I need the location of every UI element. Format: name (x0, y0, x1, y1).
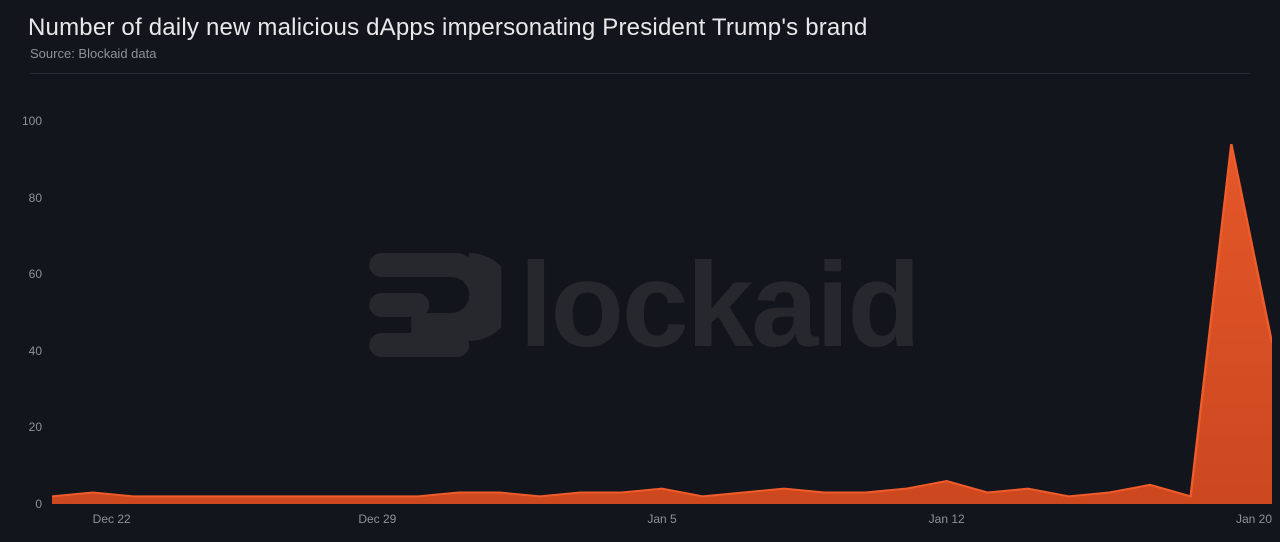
y-tick-label: 80 (29, 191, 42, 205)
plot-area (52, 102, 1272, 504)
x-tick-label: Jan 12 (929, 512, 965, 526)
chart-title: Number of daily new malicious dApps impe… (0, 0, 1280, 46)
y-tick-label: 20 (29, 420, 42, 434)
chart-area: lockaid 020406080100 Dec 22Dec 29Jan 5Ja… (0, 92, 1280, 532)
y-tick-label: 40 (29, 344, 42, 358)
x-tick-label: Dec 29 (358, 512, 396, 526)
x-axis: Dec 22 Dec 29 Jan 5 Jan 12 Jan 20 (0, 508, 1280, 532)
area-chart-svg (52, 102, 1272, 504)
divider (30, 73, 1250, 74)
x-tick-label: Jan 20 (1236, 512, 1272, 526)
x-tick-label: Jan 5 (647, 512, 676, 526)
y-tick-label: 100 (22, 114, 42, 128)
x-tick-label: Dec 22 (93, 512, 131, 526)
chart-container: Number of daily new malicious dApps impe… (0, 0, 1280, 542)
chart-source: Source: Blockaid data (0, 46, 1280, 61)
y-axis: 020406080100 (0, 92, 50, 532)
y-tick-label: 60 (29, 267, 42, 281)
